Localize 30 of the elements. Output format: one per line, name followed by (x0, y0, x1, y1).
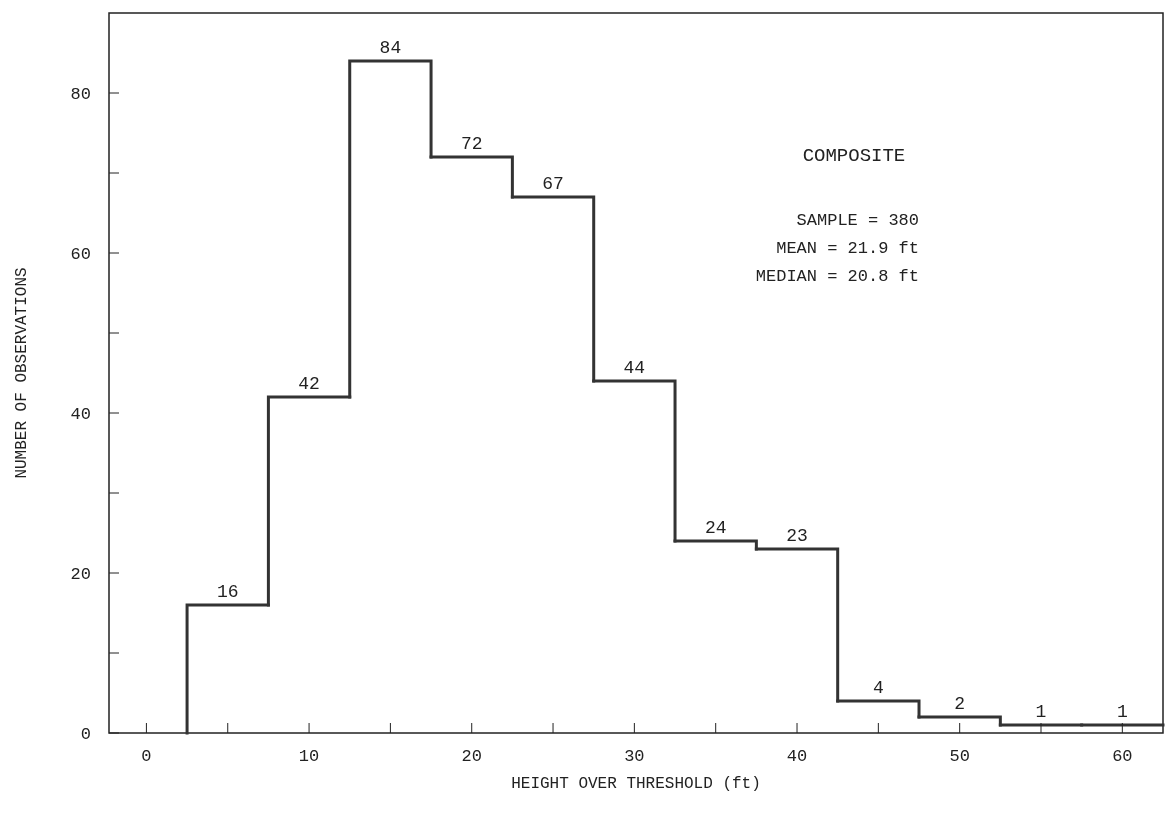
x-tick-label: 30 (624, 747, 645, 766)
data-label: 44 (623, 358, 646, 378)
data-label: 4 (872, 678, 884, 698)
data-label: 2 (954, 694, 966, 714)
y-tick-label: 0 (80, 725, 91, 744)
annotation: SAMPLE = 380 (796, 211, 920, 230)
data-label: 84 (379, 38, 402, 58)
data-label: 24 (704, 518, 727, 538)
x-tick-label: 20 (461, 747, 482, 766)
data-label: 72 (460, 134, 483, 154)
x-tick-label: 10 (298, 747, 320, 766)
y-tick-label: 40 (70, 405, 91, 424)
y-axis-title: NUMBER OF OBSERVATIONS (13, 267, 31, 479)
data-label: 23 (786, 526, 808, 546)
annotation: COMPOSITE (802, 145, 906, 167)
x-tick-label: 40 (786, 747, 808, 766)
data-label: 1 (1116, 702, 1128, 722)
y-tick-label: 60 (70, 245, 91, 264)
x-tick-label: 0 (141, 747, 152, 766)
x-tick-label: 50 (949, 747, 970, 766)
x-tick-label: 60 (1112, 747, 1133, 766)
data-label: 67 (542, 174, 564, 194)
y-tick-label: 20 (70, 565, 91, 584)
data-label: 42 (298, 374, 320, 394)
data-label: 16 (216, 582, 239, 602)
annotation: MEDIAN = 20.8 ft (755, 267, 920, 286)
x-axis-title: HEIGHT OVER THRESHOLD (ft) (511, 775, 761, 793)
annotation: MEAN = 21.9 ft (776, 239, 920, 258)
y-tick-label: 80 (70, 85, 91, 104)
data-label: 1 (1035, 702, 1047, 722)
